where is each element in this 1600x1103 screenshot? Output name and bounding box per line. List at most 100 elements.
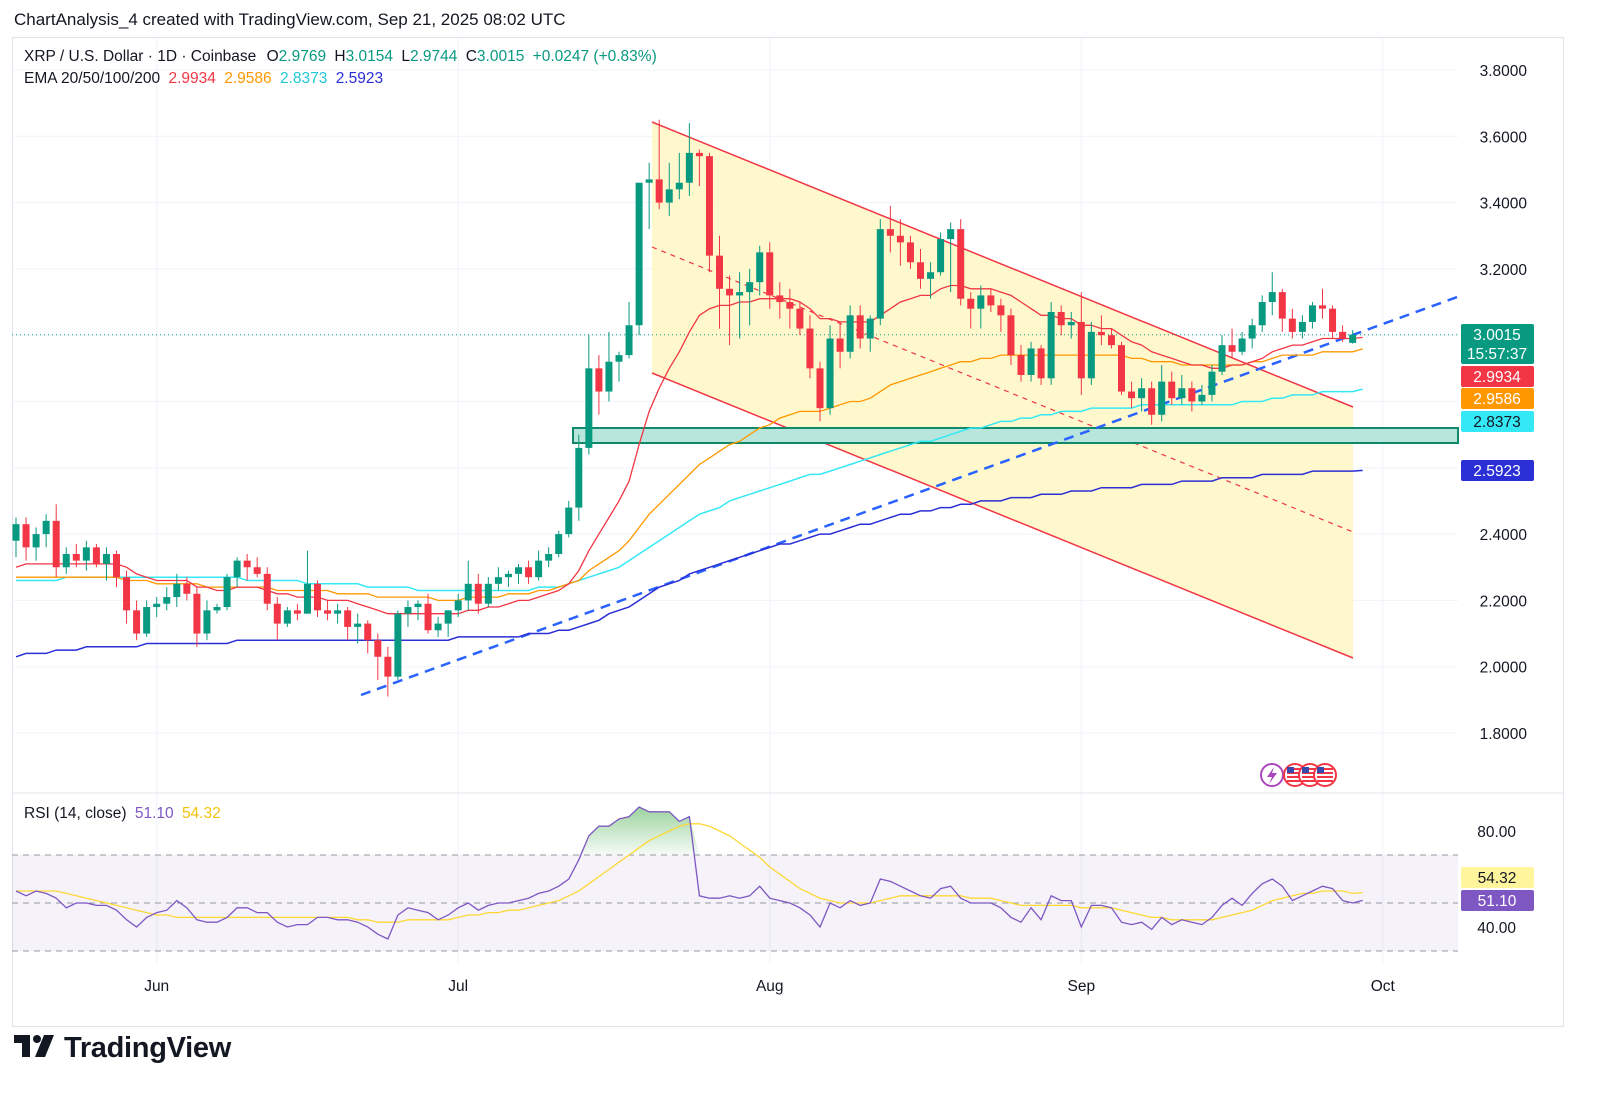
- support-zone: [572, 427, 1459, 444]
- ema200-tag-bg: [1461, 460, 1534, 481]
- candle-body: [967, 298, 975, 309]
- drawing-layer: [12, 121, 1461, 697]
- rsi-axis-tick: 80.00: [1477, 824, 1516, 841]
- candle-body: [756, 252, 764, 283]
- candle-body: [1308, 305, 1316, 322]
- price-axis-tick: 2.4000: [1480, 527, 1528, 544]
- candle-body: [183, 583, 191, 594]
- candle-body: [675, 182, 683, 190]
- low-label: L: [401, 48, 410, 65]
- candle-body: [404, 607, 412, 614]
- ema100-tag: 2.8373: [1461, 411, 1534, 432]
- price-axis-tick: 3.4000: [1480, 196, 1528, 213]
- rsi-tag-text: 51.10: [1478, 893, 1517, 910]
- candle-body: [1158, 381, 1166, 415]
- candle-body: [424, 603, 432, 631]
- candle-body: [826, 338, 834, 409]
- candle-body: [1228, 345, 1236, 352]
- last-price-tag-bg: [1461, 324, 1534, 364]
- flag-stripe: [1287, 768, 1303, 770]
- candle-body: [776, 295, 784, 303]
- event-icons: [1260, 763, 1337, 787]
- candle-body: [695, 152, 703, 157]
- candle-body: [484, 583, 492, 604]
- candle-body: [1248, 325, 1256, 339]
- price-axis-tick: 1.8000: [1480, 726, 1528, 743]
- candle-body: [273, 603, 281, 624]
- candle-body: [364, 623, 372, 641]
- candle-body: [334, 610, 342, 614]
- candle-body: [283, 610, 291, 624]
- candle-body: [504, 573, 512, 578]
- ema100-tag-text: 2.8373: [1473, 414, 1520, 431]
- candle-body: [1017, 355, 1025, 375]
- flag-stripe: [1302, 768, 1318, 770]
- channel-fill: [652, 122, 1353, 658]
- candle-body: [102, 553, 110, 564]
- candle-body: [354, 623, 362, 627]
- candle-body: [454, 600, 462, 611]
- flag-canton: [1317, 767, 1324, 773]
- candle-body: [655, 179, 663, 203]
- lightning-event-icon[interactable]: [1260, 763, 1284, 787]
- candle-body: [766, 252, 774, 296]
- flag-stripe: [1317, 768, 1333, 770]
- us-flag-event-icon[interactable]: [1313, 763, 1337, 787]
- candle-body: [1268, 292, 1276, 303]
- candle-body: [414, 603, 422, 608]
- rising-trendline: [360, 294, 1461, 697]
- candle-body: [1097, 331, 1105, 336]
- ema-legend[interactable]: EMA 20/50/100/200 2.9934 2.9586 2.8373 2…: [24, 70, 383, 88]
- candle-body: [605, 361, 613, 392]
- ema20-tag: 2.9934: [1461, 366, 1534, 387]
- candle-body: [474, 583, 482, 604]
- change-value: +0.0247 (+0.83%): [532, 48, 657, 65]
- candle-body: [1118, 345, 1125, 392]
- candle-body: [1208, 371, 1216, 395]
- rsi-legend[interactable]: RSI (14, close) 51.10 54.32: [24, 805, 221, 823]
- candle-body: [786, 302, 794, 309]
- rsi-axis-tick: 40.00: [1477, 920, 1516, 937]
- rsi-band: [12, 855, 1458, 951]
- candle-body: [233, 560, 241, 578]
- candle-body: [705, 156, 713, 256]
- ema200-value: 2.5923: [335, 70, 384, 87]
- candle-body: [726, 288, 734, 296]
- tradingview-logo-text: TradingView: [64, 1031, 231, 1064]
- ema50-tag-bg: [1461, 388, 1534, 409]
- lightning-glyph: [1267, 767, 1277, 784]
- candle-body: [856, 315, 864, 339]
- candle-body: [374, 640, 382, 657]
- last-price-tag-text: 15:57:37: [1467, 346, 1527, 363]
- candle-body: [535, 560, 543, 578]
- candle-body: [1057, 311, 1065, 326]
- candle-body: [123, 577, 131, 611]
- low-value: 2.9744: [409, 48, 458, 65]
- candle-body: [906, 242, 914, 263]
- candle-body: [324, 610, 332, 614]
- candle-body: [977, 295, 985, 309]
- ema-legend-label: EMA 20/50/100/200: [24, 70, 161, 87]
- candle-body: [1178, 388, 1186, 399]
- symbol-name[interactable]: XRP / U.S. Dollar · 1D · Coinbase: [24, 48, 257, 65]
- rsi-ma-tag: 54.32: [1461, 867, 1534, 888]
- channel-mid-line: [651, 246, 1354, 533]
- flag-stripe: [1302, 780, 1318, 782]
- price-axis-tick: 3.6000: [1480, 129, 1528, 146]
- ema50-tag: 2.9586: [1461, 388, 1534, 409]
- open-label: O: [266, 48, 279, 65]
- candle-body: [987, 295, 995, 306]
- candle-body: [555, 534, 563, 554]
- candle-body: [846, 315, 854, 352]
- candle-body: [1198, 394, 1206, 402]
- candle-body: [1278, 292, 1286, 319]
- candle-body: [72, 553, 80, 561]
- candle-body: [947, 229, 955, 240]
- candle-body: [213, 607, 221, 611]
- tradingview-logo[interactable]: TradingView: [14, 1026, 231, 1070]
- candle-body: [937, 239, 945, 273]
- rsi-tag: 51.10: [1461, 890, 1534, 911]
- candle-body: [997, 305, 1005, 316]
- flag-stripe: [1302, 772, 1318, 774]
